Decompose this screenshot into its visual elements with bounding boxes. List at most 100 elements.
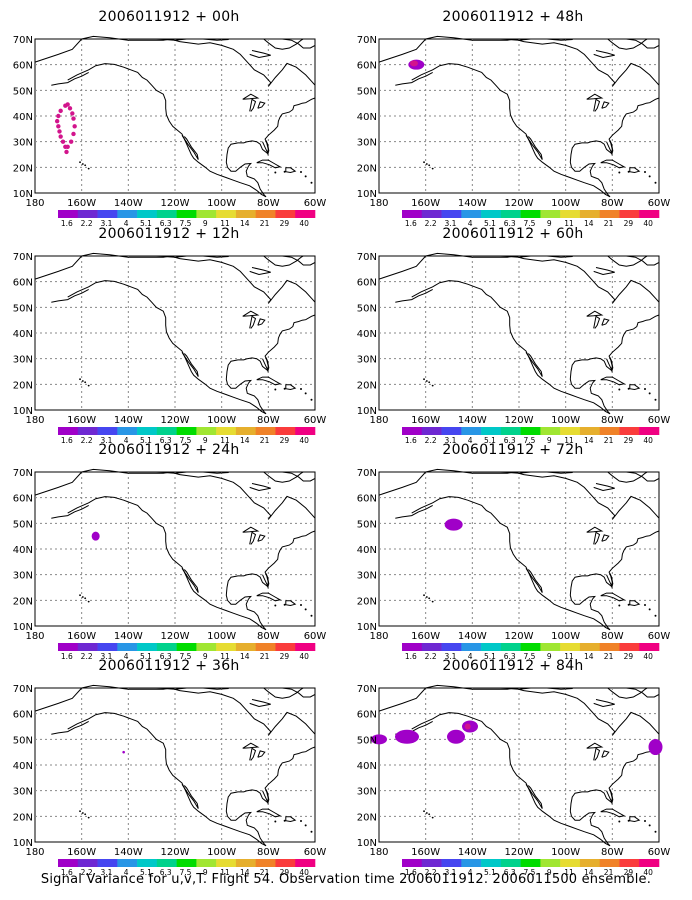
colorbar-label: 4 [124,652,129,659]
arctic-island [202,255,229,258]
latitude-tick-label: 40N [13,329,33,340]
great-lake-outline [249,747,257,761]
longitude-tick-label: 160W [411,631,440,642]
baffin-coastline [607,471,648,483]
colorbar-label: 29 [280,219,290,226]
colorbar-swatch [481,859,502,867]
longitude-tick-label: 80W [601,415,624,426]
colorbar-swatch [599,859,620,867]
colorbar-label: 40 [643,652,653,659]
latitude-tick-label: 50N [13,519,33,530]
hawaii-island [87,816,90,819]
colorbar-swatch [421,859,442,867]
longitude-tick-label: 180 [369,198,388,209]
latitude-tick-label: 10N [357,622,377,633]
colorbar-swatch [156,643,177,651]
longitude-tick-label: 180 [25,631,44,642]
latitude-tick-label: 40N [357,112,377,123]
colorbar-swatch [540,427,561,435]
caribbean-island [627,387,630,390]
baja-california-coastline [181,352,199,377]
colorbar-label: 3.1 [100,219,112,226]
hawaii-island [79,594,81,597]
colorbar-swatch [275,427,296,435]
colorbar-swatch [619,643,640,651]
hawaii-island [81,380,84,382]
caribbean-island [644,603,646,606]
caribbean-island [283,387,286,390]
latitude-tick-label: 60N [357,61,377,72]
hispaniola-outline [285,167,297,174]
colorbar-swatch [196,643,217,651]
colorbar-swatch [275,859,296,867]
colorbar-swatch [639,210,660,218]
colorbar-label: 7.5 [180,219,192,226]
colorbar-swatch [520,643,541,651]
arctic-coastline [34,468,316,520]
caribbean-island [274,604,277,607]
great-lake-outline [601,318,610,326]
longitude-tick-label: 60W [648,415,671,426]
hawaii-island [425,812,428,814]
colorbar-label: 7.5 [524,652,536,659]
colorbar-swatch [295,859,316,867]
colorbar-label: 29 [624,436,634,443]
latitude-tick-label: 50N [357,86,377,97]
latitude-tick-label: 10N [13,838,33,849]
longitude-tick-label: 180 [369,631,388,642]
latitude-tick-label: 40N [357,545,377,556]
pacific-coastline [67,712,267,847]
colorbar-label: 5.1 [140,868,152,875]
latitude-tick-label: 60N [13,278,33,289]
latitude-tick-label: 50N [357,735,377,746]
longitude-tick-label: 140W [114,847,143,858]
colorbar-label: 40 [299,652,309,659]
panel-title: 2006011912 + 48h [442,9,584,25]
great-lake-outline [593,747,601,761]
colorbar-swatch [421,210,442,218]
latitude-tick-label: 60N [13,494,33,505]
colorbar-label: 9 [547,436,552,443]
colorbar-label: 2.2 [81,652,93,659]
latitude-tick-label: 50N [13,303,33,314]
colorbar-label: 9 [547,652,552,659]
great-lake-outline [257,534,266,542]
colorbar-label: 21 [260,436,270,443]
colorbar-swatch [500,427,521,435]
colorbar-label: 1.6 [405,436,417,443]
great-lake-outline [586,742,604,749]
latitude-tick-label: 30N [357,571,377,582]
colorbar-label: 7.5 [524,219,536,226]
gulf-atlantic-coastline [569,530,660,631]
colorbar-swatch [58,859,79,867]
caribbean-island [654,398,657,401]
great-lake-outline [586,526,604,533]
variance-region [447,729,465,744]
colorbar-label: 6.3 [160,868,172,875]
colorbar-swatch [500,859,521,867]
colorbar-label: 3.1 [444,652,456,659]
baffin-coastline [263,687,304,699]
colorbar-swatch [235,859,256,867]
arctic-island [546,687,573,690]
caribbean-island [283,819,286,822]
great-lake-outline [242,310,260,317]
hawaii-island [84,597,87,600]
colorbar-swatch [295,427,316,435]
hawaii-island [79,378,81,381]
colorbar-label: 2.2 [81,436,93,443]
caribbean-island [654,181,657,184]
colorbar-label: 1.6 [61,436,73,443]
longitude-tick-label: 120W [505,847,534,858]
longitude-tick-label: 160W [411,415,440,426]
map-panel: 2006011912 + 36h 70N 60N 50N 40N 30N 20N 10N 180… [4,657,334,875]
variance-core [410,60,418,67]
colorbar-label: 11 [564,436,574,443]
cuba-outline [600,808,626,818]
arctic-island [156,38,187,41]
baja-california-coastline [181,784,199,809]
caribbean-island [274,820,277,823]
colorbar-label: 11 [220,436,230,443]
colorbar-label: 5.1 [484,436,496,443]
